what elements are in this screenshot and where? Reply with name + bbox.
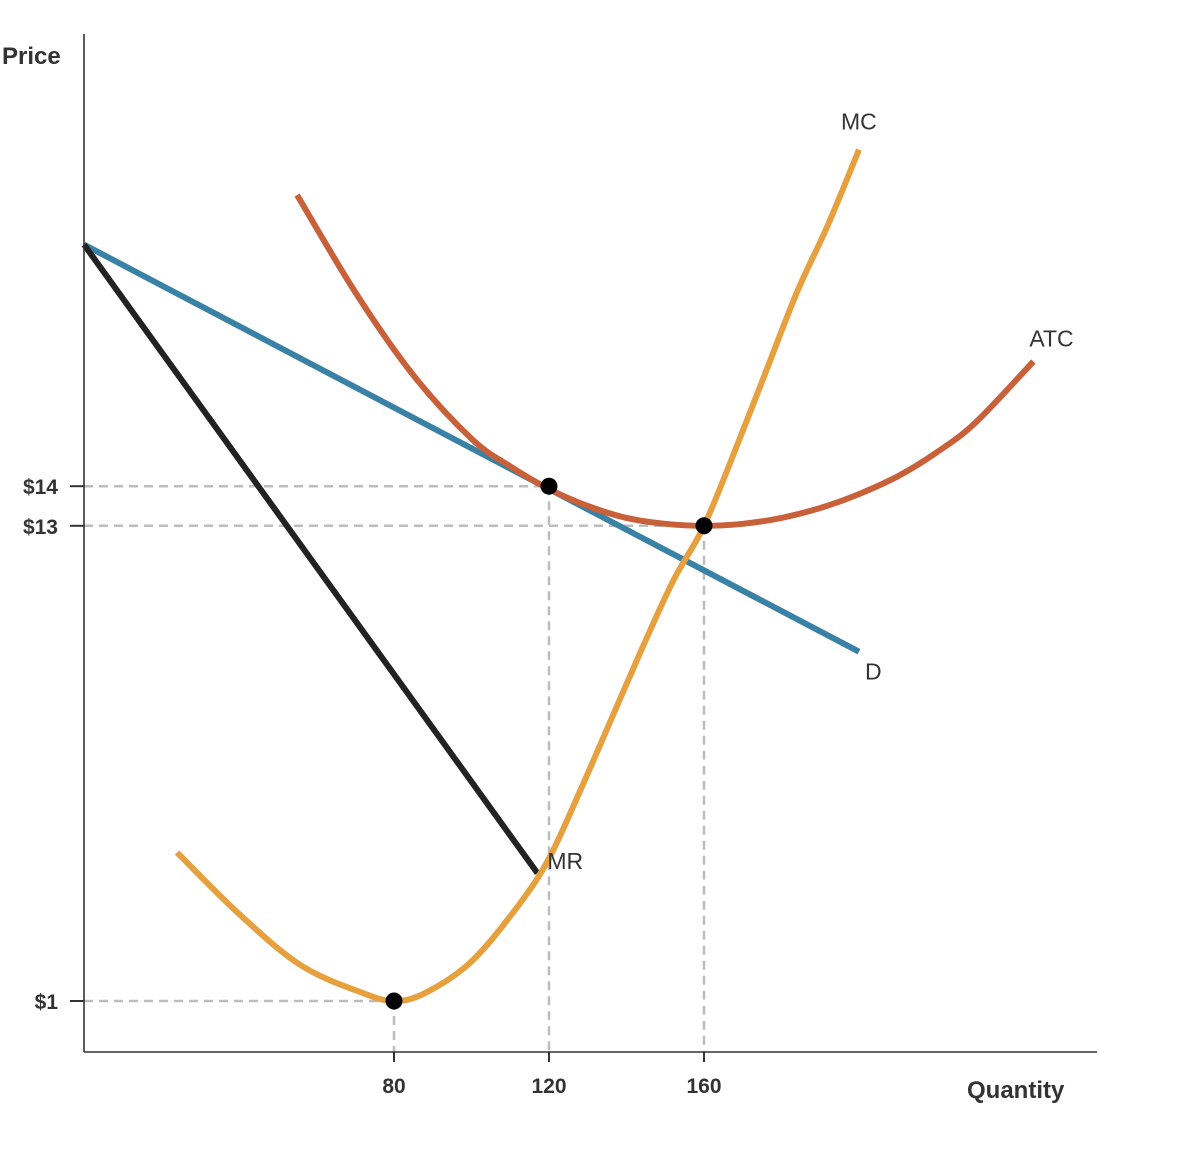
y-tick-label: $1	[35, 991, 59, 1014]
marked-points	[385, 477, 713, 1010]
series-d-curve	[82, 241, 861, 655]
series-mc-curve	[174, 148, 862, 1004]
series-mr-label: MR	[547, 848, 583, 874]
y-axis-title: Price	[2, 43, 61, 70]
marked-point	[695, 517, 713, 535]
marked-point	[540, 477, 558, 495]
series-atc-label: ATC	[1029, 325, 1073, 351]
series-mr-curve	[81, 242, 540, 875]
y-tick-label: $13	[23, 516, 58, 539]
y-tick-label: $14	[23, 476, 58, 499]
axes: Price Quantity	[2, 34, 1097, 1104]
marked-point	[385, 992, 403, 1010]
x-tick-label: 80	[382, 1075, 405, 1098]
curves	[81, 148, 1036, 1004]
series-atc-curve	[294, 193, 1036, 529]
x-tick-label: 160	[686, 1075, 721, 1098]
tick-labels: $14 $13 $1 80 120 160	[23, 476, 722, 1098]
x-tick-label: 120	[531, 1075, 566, 1098]
x-axis-title: Quantity	[967, 1077, 1065, 1104]
series-mc-label: MC	[841, 109, 877, 135]
curve-labels: D MR MC ATC	[547, 109, 1073, 874]
series-d-label: D	[865, 659, 882, 685]
reference-lines	[84, 484, 706, 1052]
